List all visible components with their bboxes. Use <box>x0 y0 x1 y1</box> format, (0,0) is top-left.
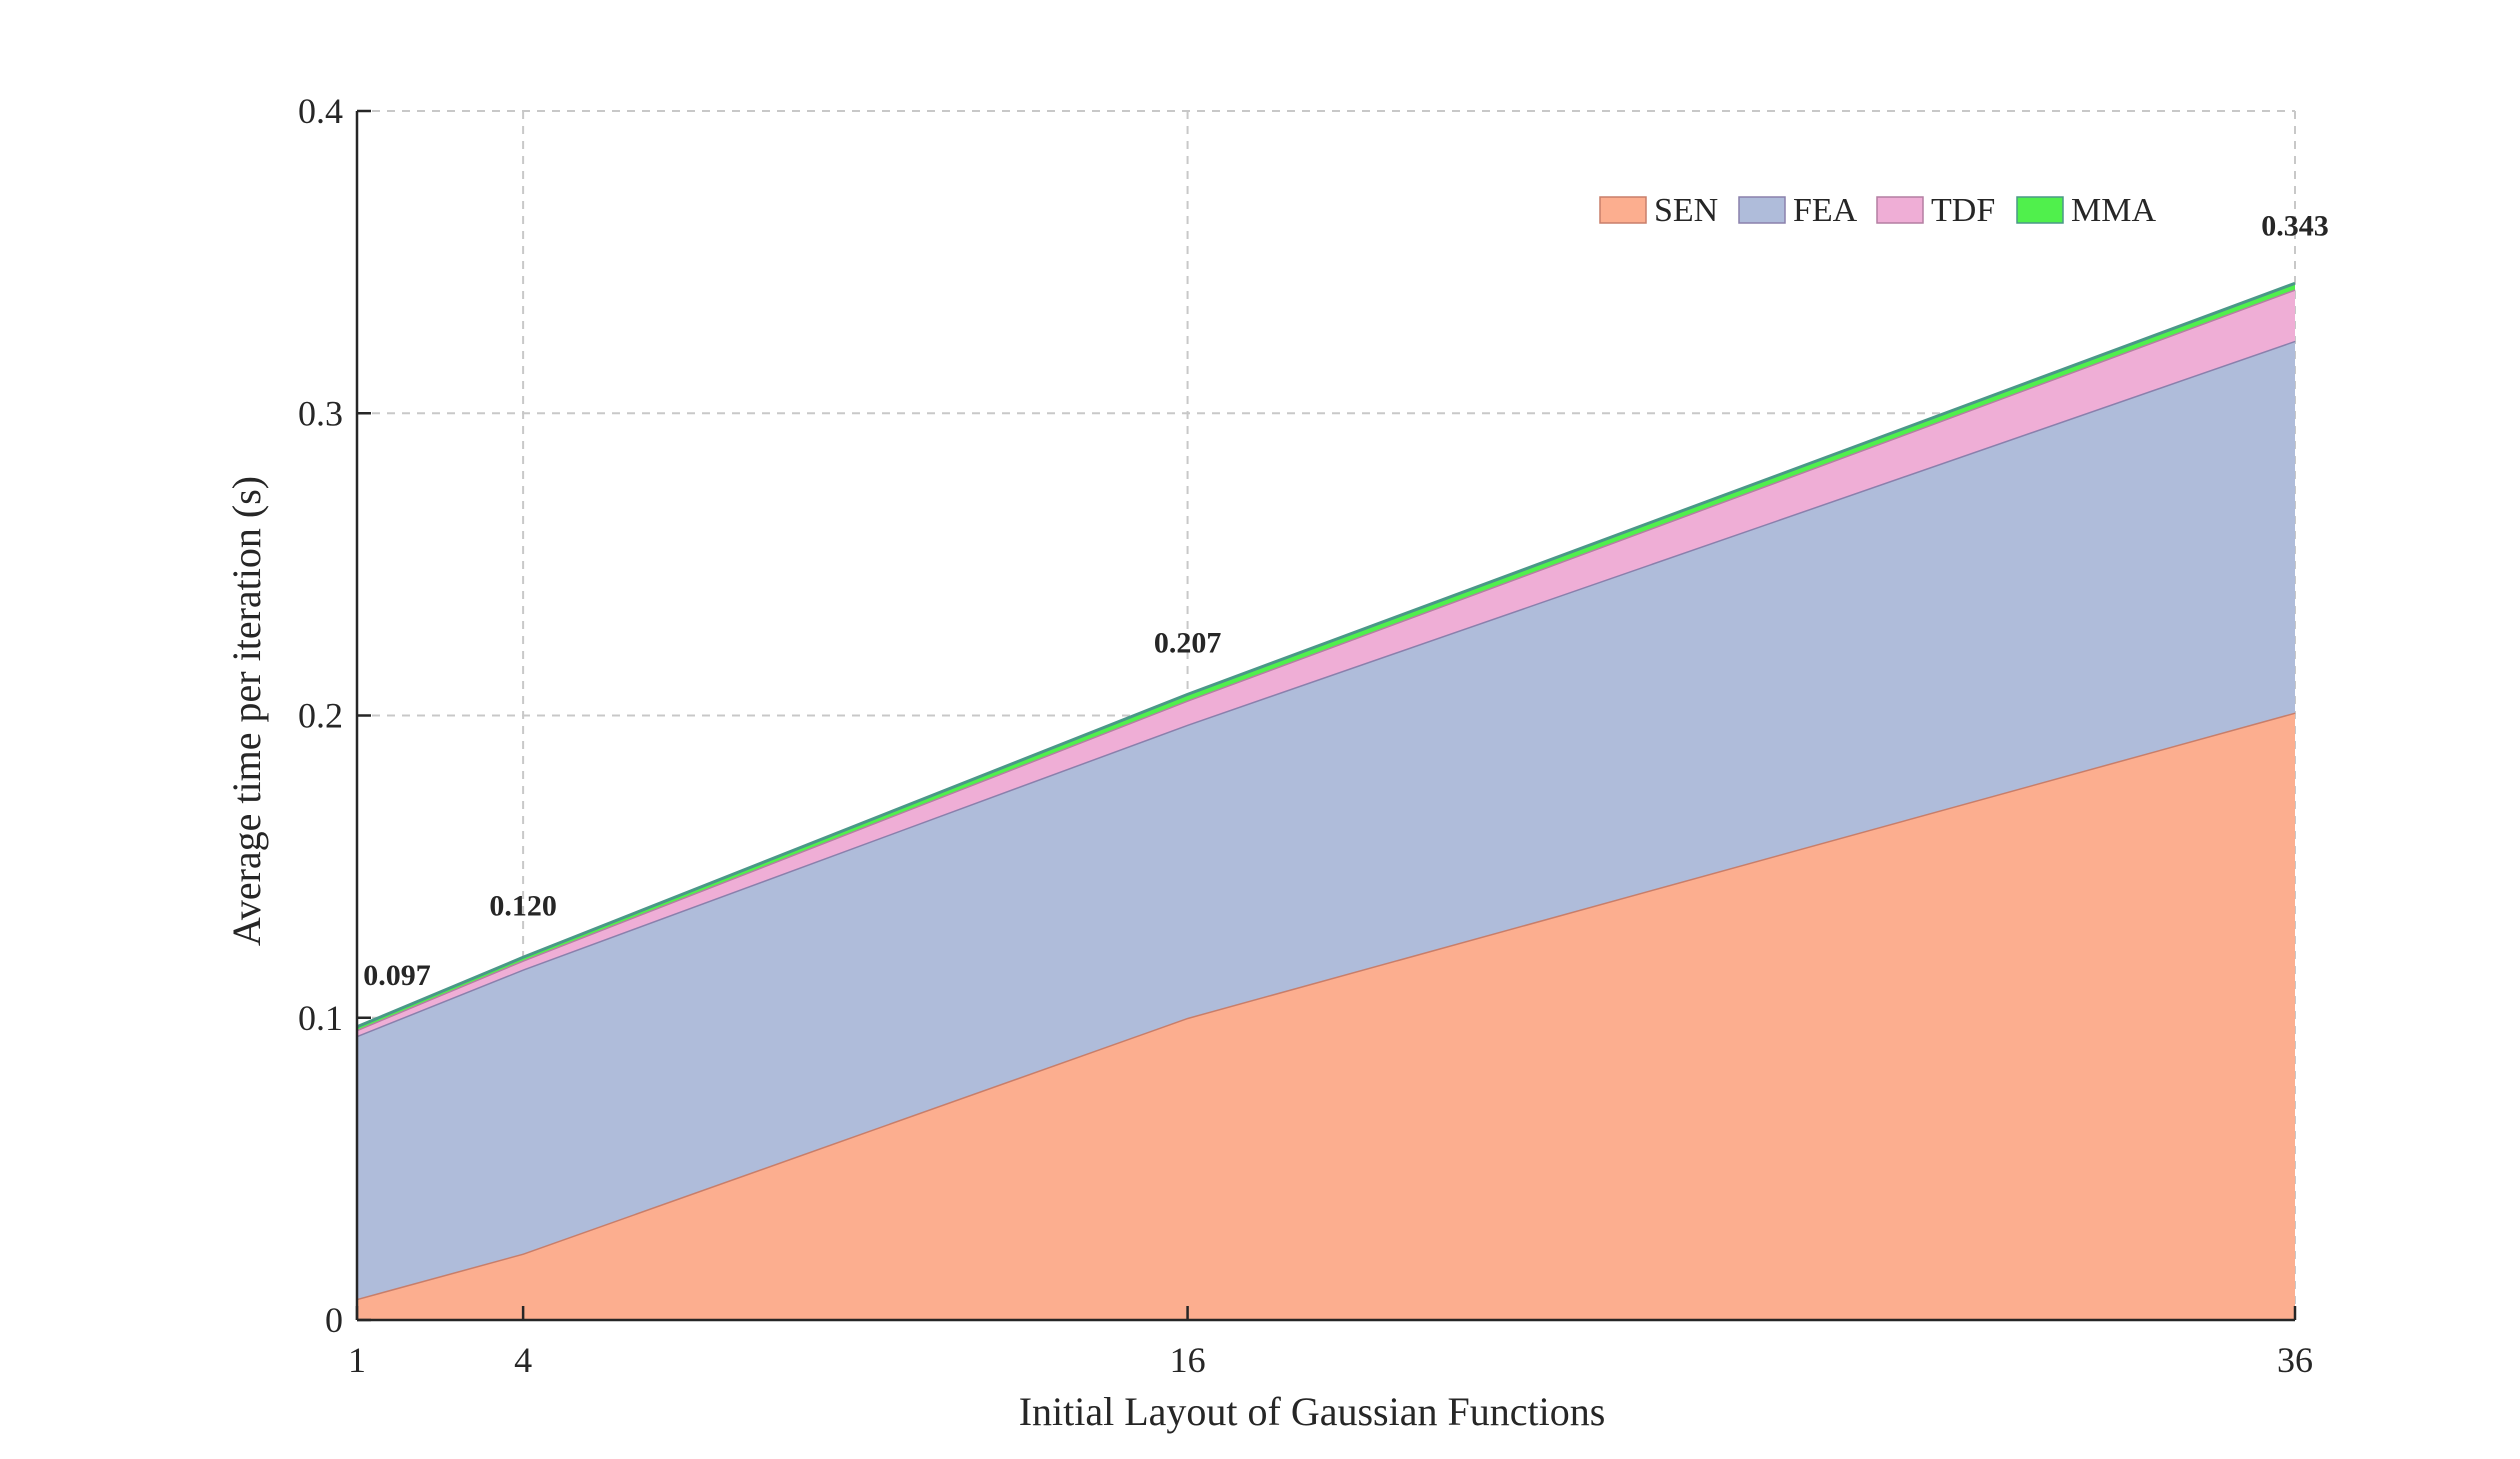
area-edge-mma <box>356 281 2296 1029</box>
legend-label-fea: FEA <box>1793 192 1858 229</box>
legend-swatch-fea <box>1738 196 1786 224</box>
area-sen <box>357 712 2295 1320</box>
area-series <box>356 281 2296 1320</box>
total-label: 0.343 <box>2261 209 2329 242</box>
total-label: 0.097 <box>363 959 431 992</box>
y-tick-label: 0.3 <box>298 393 343 433</box>
legend: SEN FEA TDF MMA <box>1599 192 2156 229</box>
x-tick-label: 4 <box>514 1340 532 1380</box>
y-tick-label: 0 <box>325 1300 343 1340</box>
axes: 0 0.1 0.2 0.3 0.4 1 4 16 36 <box>298 91 2313 1380</box>
legend-swatch-sen <box>1599 196 1647 224</box>
area-fea <box>357 340 2295 1299</box>
legend-swatch-tdf <box>1876 196 1924 224</box>
legend-swatch-mma <box>2016 196 2064 224</box>
area-mma <box>357 283 2295 1030</box>
x-tick-label: 36 <box>2277 1340 2313 1380</box>
y-tick-label: 0.1 <box>298 998 343 1038</box>
y-tick-label: 0.2 <box>298 696 343 736</box>
legend-label-sen: SEN <box>1654 192 1718 229</box>
x-tick-label: 16 <box>1170 1340 1206 1380</box>
area-tdf <box>357 289 2295 1036</box>
total-label: 0.120 <box>489 889 557 922</box>
total-label: 0.207 <box>1154 626 1222 659</box>
y-tick-label: 0.4 <box>298 91 343 131</box>
legend-label-mma: MMA <box>2071 192 2156 229</box>
x-tick-label: 1 <box>348 1340 366 1380</box>
area-edge-tdf <box>356 287 2296 1032</box>
total-labels: 0.097 0.120 0.207 0.343 <box>363 209 2329 992</box>
legend-label-tdf: TDF <box>1931 192 1995 229</box>
y-axis-label: Average time per iteration (s) <box>224 476 269 946</box>
x-axis-label: Initial Layout of Gaussian Functions <box>1019 1389 1606 1434</box>
